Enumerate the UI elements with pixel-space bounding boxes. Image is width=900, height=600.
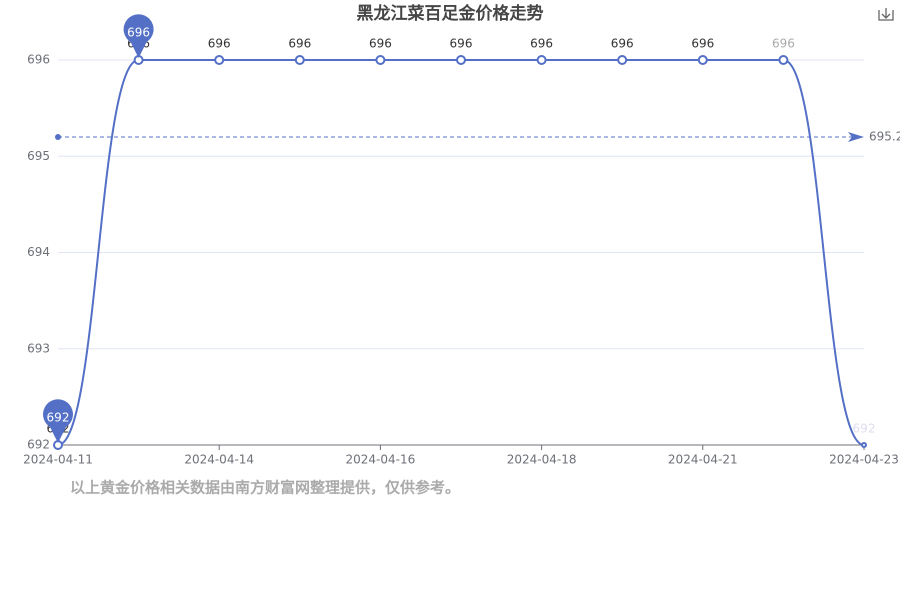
value-label: 696 bbox=[208, 37, 231, 51]
average-start bbox=[55, 134, 61, 140]
footnote: 以上黄金价格相关数据由南方财富网整理提供，仅供参考。 bbox=[70, 479, 460, 497]
average-arrow bbox=[848, 132, 864, 142]
pin-label: 696 bbox=[127, 26, 150, 40]
point bbox=[294, 55, 305, 65]
value-label: 696 bbox=[450, 37, 473, 51]
value-label: 692 bbox=[853, 422, 876, 436]
point bbox=[214, 55, 225, 65]
x-tick-label: 2024-04-23 bbox=[829, 453, 899, 467]
pin bbox=[123, 14, 154, 59]
x-tick-label: 2024-04-21 bbox=[668, 453, 738, 467]
download-button[interactable] bbox=[878, 8, 894, 21]
point bbox=[536, 55, 547, 65]
y-tick-label: 696 bbox=[27, 53, 50, 67]
download-icon[interactable] bbox=[878, 8, 894, 21]
point bbox=[375, 55, 386, 65]
y-tick-label: 692 bbox=[27, 438, 50, 452]
point bbox=[617, 55, 628, 65]
value-label: 696 bbox=[288, 37, 311, 51]
chart-title: 黑龙江菜百足金价格走势 bbox=[357, 3, 544, 24]
y-tick-label: 693 bbox=[27, 341, 50, 355]
x-tick-label: 2024-04-11 bbox=[23, 453, 93, 467]
value-label: 696 bbox=[772, 37, 795, 51]
point bbox=[778, 55, 789, 65]
x-tick-label: 2024-04-16 bbox=[346, 453, 416, 467]
y-tick-label: 694 bbox=[27, 245, 50, 259]
x-tick-label: 2024-04-18 bbox=[507, 453, 577, 467]
point bbox=[697, 55, 708, 65]
value-label: 696 bbox=[369, 37, 392, 51]
point bbox=[456, 55, 466, 65]
average-label: 695.2 bbox=[869, 130, 900, 144]
pin-label: 692 bbox=[47, 411, 70, 425]
y-tick-label: 695 bbox=[27, 149, 50, 163]
value-label: 696 bbox=[611, 37, 634, 51]
x-tick-label: 2024-04-14 bbox=[184, 453, 254, 467]
value-label: 696 bbox=[530, 37, 553, 51]
pin bbox=[43, 399, 73, 443]
point bbox=[861, 442, 867, 448]
value-label: 696 bbox=[691, 37, 714, 51]
